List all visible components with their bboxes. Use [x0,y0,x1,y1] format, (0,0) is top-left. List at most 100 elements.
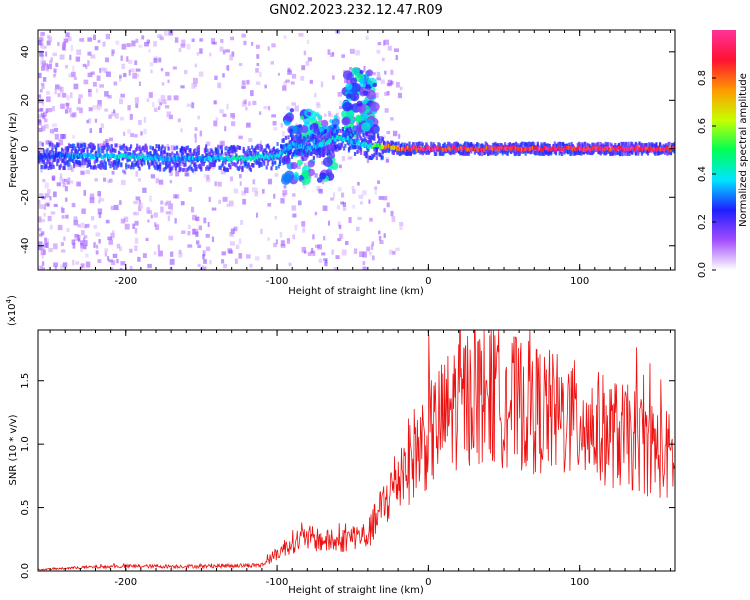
heatmap-cell [322,147,325,152]
heatmap-cell [155,162,158,167]
heatmap-cell [138,202,143,207]
heatmap-cell [43,212,46,217]
heatmap-cell [306,39,310,45]
heatmap-cell [412,150,415,155]
heatmap-cell [491,151,495,156]
heatmap-cell [205,166,208,171]
heatmap-cell [294,105,299,112]
heatmap-cell [569,152,572,157]
heatmap-cell [65,154,68,159]
heatmap-cell [63,236,66,241]
heatmap-cell [114,143,117,148]
heatmap-cell [252,179,256,185]
heatmap-cell [609,152,612,157]
heatmap-cell [255,44,260,49]
heatmap-cell [508,146,511,151]
heatmap-cell [45,164,48,169]
heatmap-cell [65,160,69,165]
heatmap-cell [113,148,116,153]
heatmap-cell [146,151,150,156]
heatmap-cell [289,149,292,154]
heatmap-cell [159,36,164,41]
heatmap-cell [124,223,130,230]
heatmap-cell [217,144,220,149]
heatmap-cell [69,92,73,99]
heatmap-cell [47,107,53,113]
heatmap-cell [214,158,217,163]
heatmap-cell [274,160,277,165]
heatmap-cell [117,157,121,162]
heatmap-cell [180,145,184,150]
heatmap-cell [186,155,189,160]
heatmap-cell [665,147,668,152]
heatmap-cell [626,147,629,152]
heatmap-cell [107,179,111,184]
heatmap-cell [428,146,431,151]
heatmap-cell [138,153,141,158]
heatmap-cell [143,117,146,123]
heatmap-cell [90,149,93,154]
heatmap-cell [88,159,92,164]
heatmap-cell [495,151,498,156]
heatmap-cell [74,152,77,157]
heatmap-cell [171,151,174,156]
heatmap-cell [481,152,484,157]
heatmap-cell [516,143,519,148]
heatmap-cell [295,142,298,147]
heatmap-cell [313,144,316,149]
heatmap-cell [287,152,290,157]
heatmap-cell [119,267,123,270]
heatmap-cell [349,91,360,102]
heatmap-cell [39,233,43,237]
heatmap-cell [76,144,79,149]
heatmap-cell [212,151,215,156]
heatmap-cell [392,268,396,270]
heatmap-cell [361,138,364,143]
heatmap-cell [598,150,601,155]
heatmap-cell [493,150,496,155]
heatmap-cell [366,154,369,159]
heatmap-cell [181,39,186,46]
heatmap-cell [211,236,215,243]
heatmap-cell [173,95,178,100]
heatmap-cell [583,143,587,148]
heatmap-cell [255,154,258,159]
heatmap-cell [610,149,613,154]
heatmap-cell [329,132,332,137]
heatmap-cell [179,167,182,172]
heatmap-cell [408,141,411,146]
heatmap-cell [307,168,315,177]
heatmap-cell [67,36,72,42]
heatmap-cell [93,34,96,41]
heatmap-cell [165,160,168,165]
heatmap-cell [107,256,110,261]
heatmap-cell [318,258,323,263]
heatmap-cell [150,174,156,179]
heatmap-cell [318,116,322,122]
heatmap-cell [292,193,296,197]
heatmap-cell [41,196,46,200]
heatmap-cell [517,150,520,155]
heatmap-cell [87,118,92,124]
heatmap-cell [119,116,125,121]
heatmap-cell [257,143,260,148]
heatmap-cell [200,157,203,162]
heatmap-cell [294,146,297,151]
heatmap-cell [162,167,165,172]
heatmap-cell [588,150,591,155]
heatmap-cell [155,178,160,184]
heatmap-cell [337,92,342,97]
heatmap-cell [238,156,241,161]
heatmap-cell [129,113,133,120]
heatmap-cell [113,165,116,170]
heatmap-cell [265,156,268,161]
heatmap-cell [167,215,171,222]
heatmap-cell [184,149,187,154]
heatmap-cell [154,165,157,170]
heatmap-cell [261,154,264,159]
heatmap-cell [318,142,321,147]
heatmap-cell [41,83,45,90]
heatmap-cell [211,154,214,159]
heatmap-cell [81,161,84,166]
heatmap-cell [536,146,539,151]
